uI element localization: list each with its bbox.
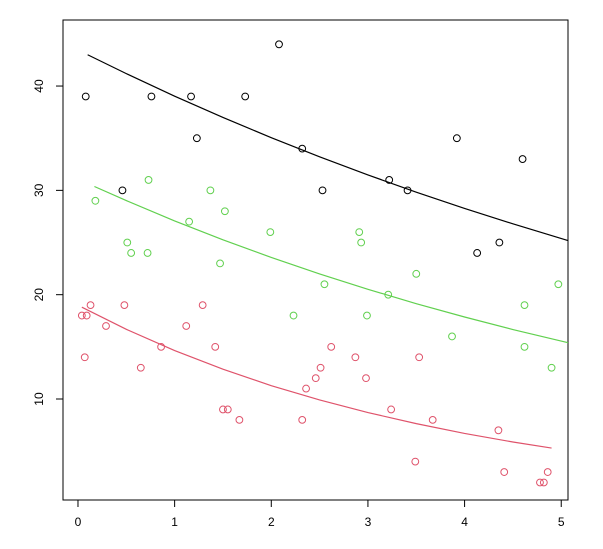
point xyxy=(182,322,191,330)
point xyxy=(415,353,424,362)
point xyxy=(320,280,329,289)
point xyxy=(235,415,244,424)
point xyxy=(494,426,503,435)
point xyxy=(411,457,420,466)
point xyxy=(206,186,215,195)
point xyxy=(219,405,227,414)
point xyxy=(452,134,461,143)
point xyxy=(216,259,224,268)
point xyxy=(539,478,548,487)
point xyxy=(318,186,327,195)
point xyxy=(136,363,145,372)
point xyxy=(357,238,366,247)
point xyxy=(448,332,456,341)
point xyxy=(220,207,229,216)
point xyxy=(518,155,527,163)
point xyxy=(241,92,250,101)
point xyxy=(355,228,364,236)
fit-line xyxy=(87,54,569,242)
point xyxy=(80,353,89,362)
point xyxy=(120,301,129,310)
point xyxy=(363,311,371,320)
point xyxy=(543,468,552,476)
point xyxy=(192,134,201,143)
point xyxy=(385,176,394,184)
point xyxy=(223,405,232,414)
point xyxy=(211,342,220,351)
x-tick-label: 3 xyxy=(365,515,372,529)
point xyxy=(316,363,325,372)
point xyxy=(547,363,556,372)
point xyxy=(81,92,90,101)
x-tick-label: 2 xyxy=(268,515,275,529)
point xyxy=(495,238,504,247)
point xyxy=(554,280,563,289)
y-tick-label: 20 xyxy=(32,288,46,302)
point xyxy=(143,249,152,257)
point xyxy=(185,217,194,226)
point xyxy=(86,301,95,310)
point xyxy=(473,249,482,257)
point xyxy=(351,353,360,362)
y-tick-label: 10 xyxy=(32,392,46,406)
point xyxy=(127,249,136,257)
point xyxy=(144,176,153,184)
point xyxy=(289,311,298,320)
point xyxy=(362,374,370,383)
y-tick-label: 30 xyxy=(32,183,46,197)
point xyxy=(77,311,86,320)
point xyxy=(118,186,127,195)
x-tick-label: 4 xyxy=(461,515,468,529)
point xyxy=(311,374,320,383)
point xyxy=(102,322,110,330)
point xyxy=(157,342,166,351)
point xyxy=(500,468,509,476)
point xyxy=(91,196,100,205)
point xyxy=(520,301,529,310)
point xyxy=(327,342,336,351)
point xyxy=(147,92,156,101)
point xyxy=(187,92,195,101)
y-tick-label: 40 xyxy=(32,79,46,93)
point xyxy=(302,384,310,393)
point xyxy=(428,415,437,424)
x-tick-label: 1 xyxy=(171,515,178,529)
point xyxy=(198,301,207,310)
point xyxy=(266,228,275,236)
point xyxy=(298,415,307,424)
point xyxy=(412,269,421,278)
point xyxy=(536,478,544,487)
plot-box xyxy=(62,19,569,501)
point xyxy=(275,40,283,49)
x-tick-label: 5 xyxy=(558,515,565,529)
fit-line xyxy=(81,306,552,449)
x-tick-label: 0 xyxy=(75,515,82,529)
point xyxy=(82,311,91,320)
point xyxy=(387,405,396,414)
point xyxy=(123,238,132,247)
point xyxy=(520,342,529,351)
fit-line xyxy=(94,185,569,344)
